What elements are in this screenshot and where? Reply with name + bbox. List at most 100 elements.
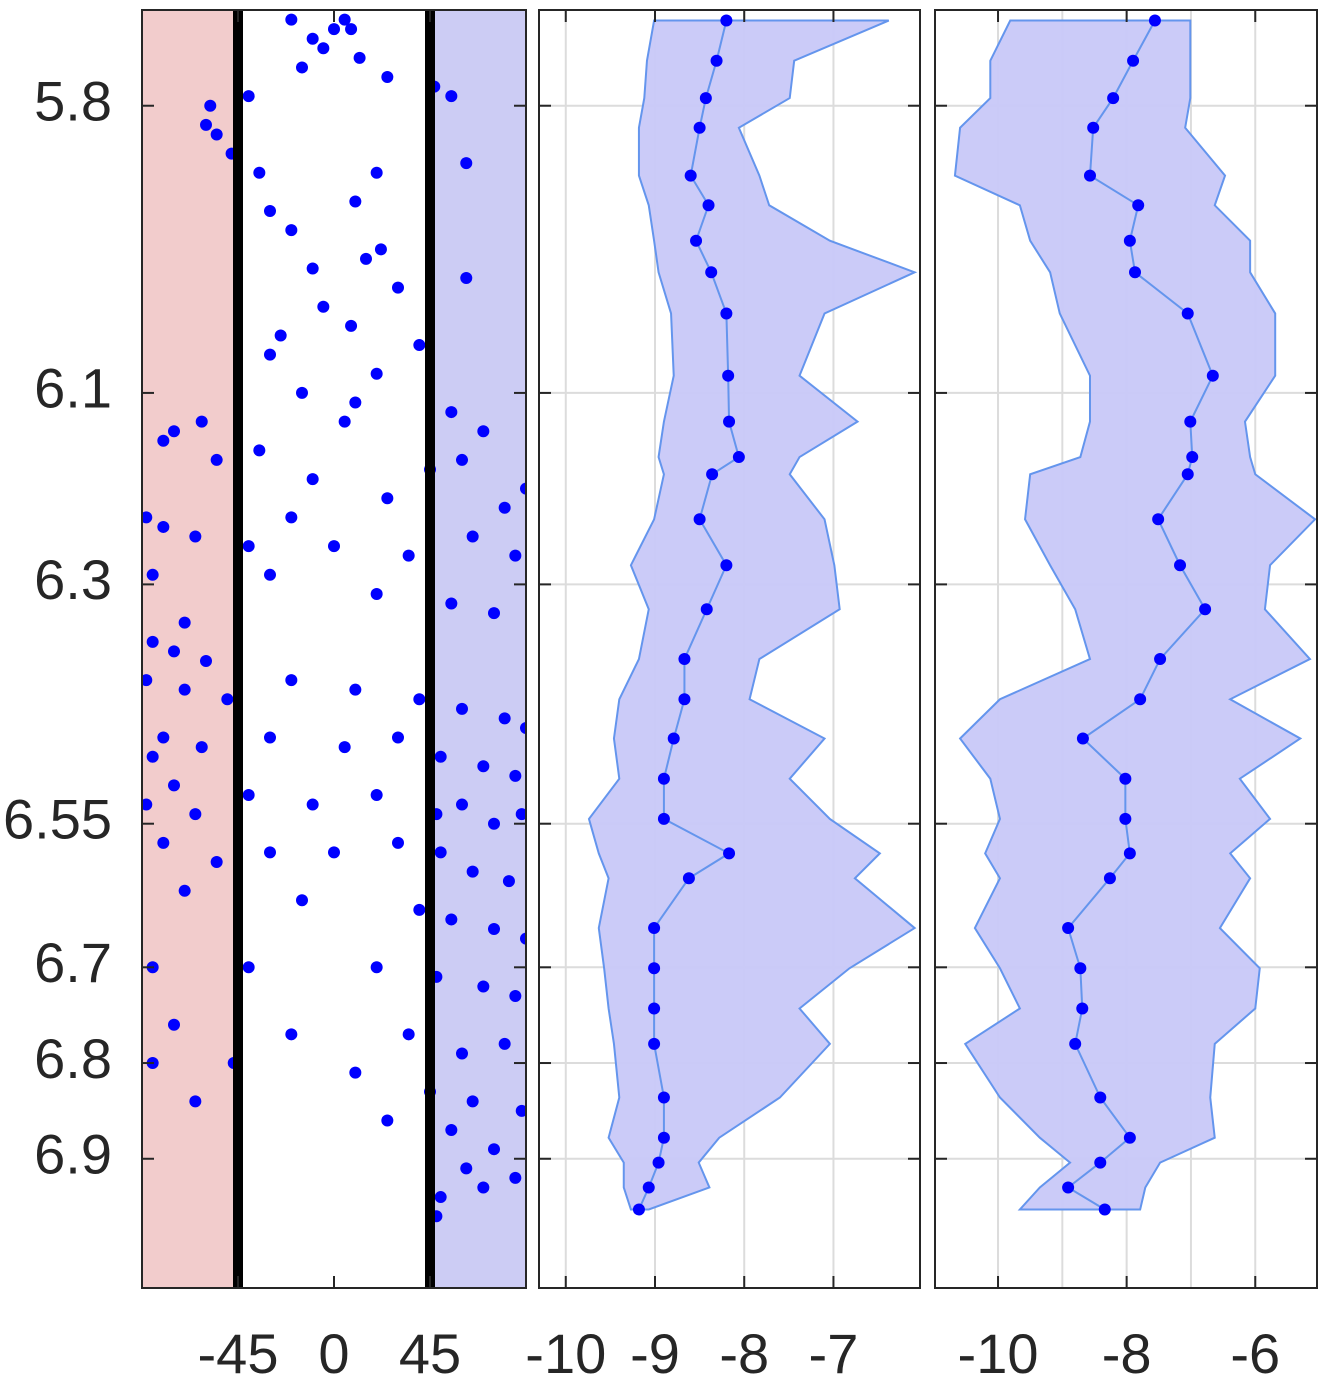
x-tick-label: -8	[719, 1322, 769, 1385]
shaded-span	[430, 10, 526, 1288]
scatter-point	[338, 741, 351, 754]
scatter-point	[306, 473, 319, 486]
scatter-point	[370, 587, 383, 600]
scatter-point	[370, 367, 383, 380]
scatter-point	[242, 961, 255, 974]
scatter-point	[317, 300, 330, 313]
profile-point	[720, 307, 733, 320]
x-tick-label: 0	[318, 1322, 349, 1385]
scatter-point	[296, 61, 308, 74]
profile-point	[1123, 234, 1136, 247]
scatter-point	[338, 13, 351, 26]
profile-point	[648, 922, 661, 935]
scatter-point	[460, 1162, 473, 1175]
profile-point	[710, 54, 723, 67]
shaded-span	[142, 10, 238, 1288]
y-tick-label: 6.9	[34, 1123, 112, 1186]
scatter-point	[402, 549, 415, 562]
scatter-point	[242, 90, 255, 103]
scatter-point	[509, 990, 522, 1003]
profile-point	[1186, 451, 1199, 464]
scatter-point	[520, 482, 526, 495]
scatter-point	[195, 415, 208, 428]
scatter-point	[189, 530, 202, 543]
scatter-point	[445, 913, 458, 926]
profile-point	[1174, 559, 1187, 572]
y-tick-label: 6.8	[34, 1027, 112, 1090]
scatter-point	[360, 252, 372, 265]
scatter-point	[488, 923, 500, 936]
scatter-point	[264, 731, 276, 744]
profile-point	[657, 1131, 670, 1144]
profile-point	[1087, 121, 1100, 134]
scatter-point	[157, 520, 170, 533]
x-tick-label: -6	[1230, 1322, 1280, 1385]
scatter-point	[349, 195, 362, 208]
scatter-point	[445, 406, 458, 419]
scatter-point	[328, 540, 340, 553]
scatter-point	[370, 166, 383, 179]
scatter-point	[515, 808, 526, 821]
scatter-point	[264, 348, 276, 361]
scatter-point	[204, 99, 217, 112]
profile-point	[632, 1203, 645, 1216]
profile-point	[642, 1181, 655, 1194]
scatter-point	[515, 1104, 526, 1117]
profile-point	[1134, 693, 1147, 706]
scatter-point	[306, 262, 319, 275]
scatter-point	[142, 674, 153, 687]
scatter-point	[146, 750, 159, 763]
scatter-point	[221, 693, 234, 706]
scatter-point	[509, 769, 522, 782]
scatter-point	[498, 1037, 511, 1050]
profile-point	[678, 693, 691, 706]
profile-point	[1074, 962, 1087, 975]
profile-point	[652, 1156, 665, 1169]
scatter-point	[264, 846, 276, 859]
x-tick-label: -9	[630, 1322, 680, 1385]
scatter-point	[381, 71, 394, 84]
scatter-point	[460, 272, 473, 285]
scatter-point	[460, 157, 473, 170]
scatter-point	[445, 1124, 458, 1137]
profile-point	[1119, 812, 1132, 825]
scatter-point	[413, 339, 426, 352]
scatter-point	[434, 846, 447, 859]
scatter-point	[168, 779, 180, 792]
scatter-point	[413, 903, 426, 916]
profile-point	[667, 732, 680, 745]
scatter-point	[146, 635, 159, 648]
scatter-point	[477, 980, 490, 993]
scatter-point	[466, 530, 479, 543]
scatter-point	[157, 731, 170, 744]
profile-point	[648, 1037, 661, 1050]
profile-point	[1123, 847, 1136, 860]
profile-point	[720, 559, 733, 572]
scatter-point	[466, 1095, 479, 1108]
profile-point	[1123, 1131, 1136, 1144]
scatter-point	[488, 1143, 500, 1156]
scatter-point	[157, 836, 170, 849]
x-tick-label: -7	[809, 1322, 859, 1385]
profile-point	[690, 234, 703, 247]
profile-point	[693, 513, 706, 526]
scatter-point	[285, 1028, 298, 1041]
scatter-point	[195, 741, 208, 754]
scatter-point	[477, 760, 490, 773]
profile-point	[1103, 872, 1116, 885]
x-tick-label: -10	[958, 1322, 1039, 1385]
scatter-point	[488, 817, 500, 830]
scatter-point	[345, 319, 358, 332]
profile-point	[682, 872, 695, 885]
profile-line	[1066, 20, 1214, 1211]
x-tick-label: -10	[525, 1322, 606, 1385]
profile-point	[1129, 266, 1142, 279]
profile-point	[1076, 1002, 1089, 1015]
scatter-point	[142, 511, 153, 524]
scatter-point	[502, 875, 515, 888]
scatter-point	[168, 425, 180, 438]
scatter-point	[285, 674, 298, 687]
scatter-point	[498, 712, 511, 725]
scatter-point	[142, 798, 153, 811]
